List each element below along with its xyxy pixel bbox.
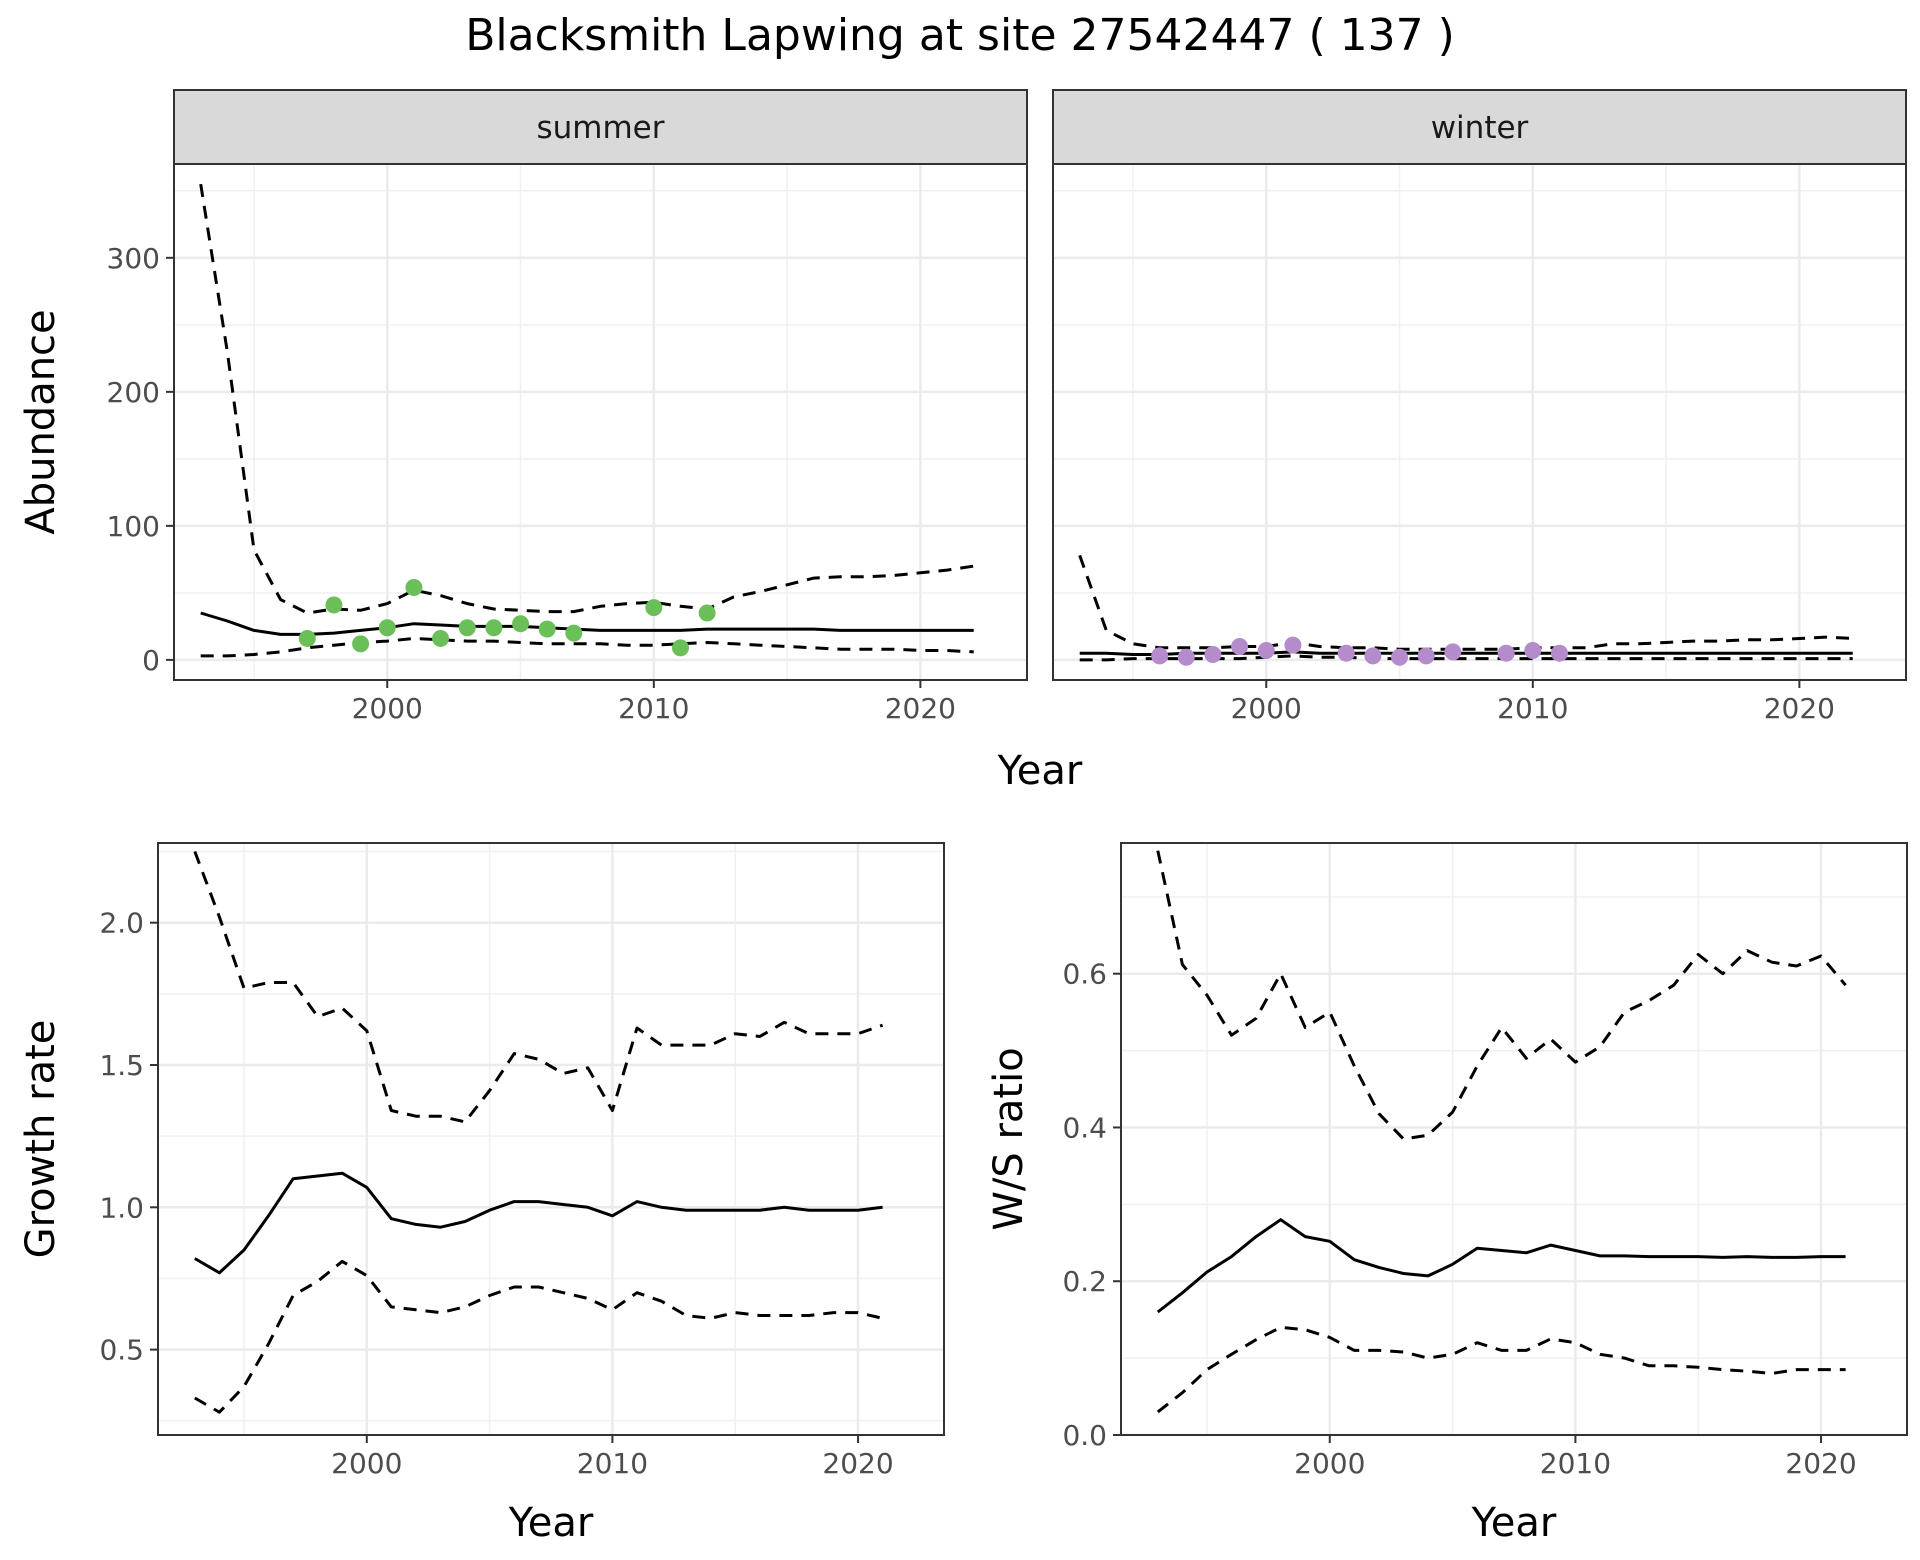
- observed-point: [1550, 644, 1568, 662]
- y-axis-title: W/S ratio: [986, 1047, 1032, 1230]
- observed-point: [565, 624, 583, 642]
- x-tick-label: 2010: [1540, 1447, 1611, 1480]
- y-tick-label: 0.0: [1062, 1419, 1107, 1452]
- x-tick-label: 2010: [1497, 692, 1568, 725]
- x-tick-label: 2020: [885, 692, 956, 725]
- estimate-line: [1156, 1218, 1846, 1314]
- observed-point: [698, 604, 716, 622]
- x-tick-label: 2000: [1294, 1447, 1365, 1480]
- observed-point: [485, 619, 503, 637]
- y-axis-title: Abundance: [18, 309, 64, 534]
- x-tick-label: 2020: [822, 1447, 893, 1480]
- observed-point: [352, 635, 370, 653]
- y-tick-label: 200: [107, 376, 160, 409]
- x-tick-label: 2010: [577, 1447, 648, 1480]
- observed-point: [1364, 647, 1382, 665]
- panel-background: [1121, 843, 1907, 1435]
- observed-point: [538, 620, 556, 638]
- upper-bound-line: [193, 850, 884, 1124]
- x-axis-title: Year: [1471, 1500, 1557, 1546]
- observed-point: [1444, 643, 1462, 661]
- y-axis-title: Growth rate: [18, 1020, 64, 1259]
- y-tick-label: 2.0: [99, 907, 144, 940]
- lower-bound-line: [194, 1259, 883, 1414]
- panel-border: [1120, 842, 1908, 1436]
- y-tick-label: 0.6: [1062, 958, 1107, 991]
- observed-point: [1497, 644, 1515, 662]
- estimate-line: [194, 1171, 883, 1275]
- x-tick-label: 2000: [1231, 692, 1302, 725]
- x-tick-label: 2020: [1785, 1447, 1856, 1480]
- growth-rate-panel: 2000 2010 2020 0.5 1.0 1.5 2.0 Year Growth rate: [18, 842, 945, 1546]
- x-axis-title: Year: [508, 1500, 594, 1546]
- observed-point: [512, 615, 530, 633]
- estimate-line: [200, 611, 974, 636]
- y-tick-label: 0: [142, 644, 160, 677]
- observed-point: [298, 629, 316, 647]
- panel-background: [174, 164, 1027, 680]
- observed-point: [1417, 647, 1435, 665]
- y-tick-label: 1.0: [99, 1191, 144, 1224]
- panel-background: [1053, 164, 1906, 680]
- x-tick-label: 2000: [352, 692, 423, 725]
- y-tick-label: 0.5: [99, 1334, 144, 1367]
- y-tick-label: 0.4: [1062, 1111, 1107, 1144]
- observed-point: [1151, 647, 1169, 665]
- observed-point: [432, 629, 450, 647]
- x-tick-label: 2000: [331, 1447, 402, 1480]
- facet-winter: winter 2000 2010 2020: [1052, 89, 1907, 725]
- x-tick-label: 2010: [618, 692, 689, 725]
- estimate-line: [1079, 650, 1853, 656]
- observed-point: [1257, 642, 1275, 660]
- y-tick-label: 300: [107, 242, 160, 275]
- observed-point: [1337, 644, 1355, 662]
- y-tick-label: 0.2: [1062, 1265, 1107, 1298]
- upper-bound-line: [1156, 850, 1847, 1141]
- x-axis-title: Year: [997, 748, 1083, 794]
- facet-strip-label: summer: [536, 110, 664, 146]
- observed-point: [378, 619, 396, 637]
- observed-point: [1177, 648, 1195, 666]
- lower-bound-line: [200, 637, 974, 658]
- observed-point: [405, 579, 423, 597]
- figure-title: Blacksmith Lapwing at site 27542447 ( 13…: [465, 10, 1454, 61]
- observed-point: [671, 639, 689, 657]
- observed-point: [1284, 636, 1302, 654]
- ws-ratio-panel: 2000 2010 2020 0.0 0.2 0.4 0.6 Year W/S ratio: [986, 842, 1908, 1546]
- observed-point: [458, 619, 476, 637]
- facet-strip: [173, 89, 1028, 165]
- facet-strip-label: winter: [1431, 110, 1529, 146]
- observed-point: [1204, 646, 1222, 664]
- observed-point: [1391, 648, 1409, 666]
- facet-strip: [1052, 89, 1907, 165]
- observed-point: [1231, 637, 1249, 655]
- observed-point: [645, 599, 663, 617]
- lower-bound-line: [1156, 1325, 1846, 1414]
- observed-point: [325, 596, 343, 614]
- facet-summer: summer 2000 2010 2020 0 100 200 300: [107, 89, 1028, 725]
- panel-background: [158, 843, 944, 1435]
- lower-bound-line: [1079, 654, 1853, 662]
- observed-point: [1524, 642, 1542, 660]
- panel-border: [157, 842, 945, 1436]
- y-tick-label: 100: [107, 510, 160, 543]
- y-tick-label: 1.5: [99, 1049, 144, 1082]
- x-tick-label: 2020: [1764, 692, 1835, 725]
